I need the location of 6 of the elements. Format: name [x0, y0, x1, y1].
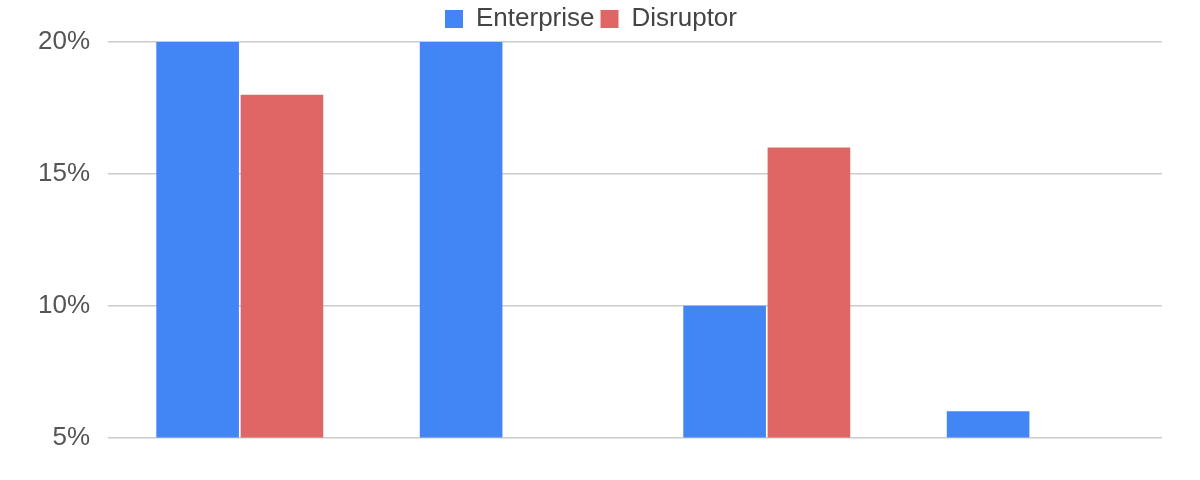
y-tick-label: 15% [37, 157, 91, 188]
y-tick-label: 10% [37, 288, 91, 319]
legend-label: Disruptor [631, 2, 738, 33]
legend-label: Enterprise [476, 2, 595, 33]
y-tick-label: 5% [52, 420, 91, 451]
y-tick-label: 20% [37, 25, 91, 56]
